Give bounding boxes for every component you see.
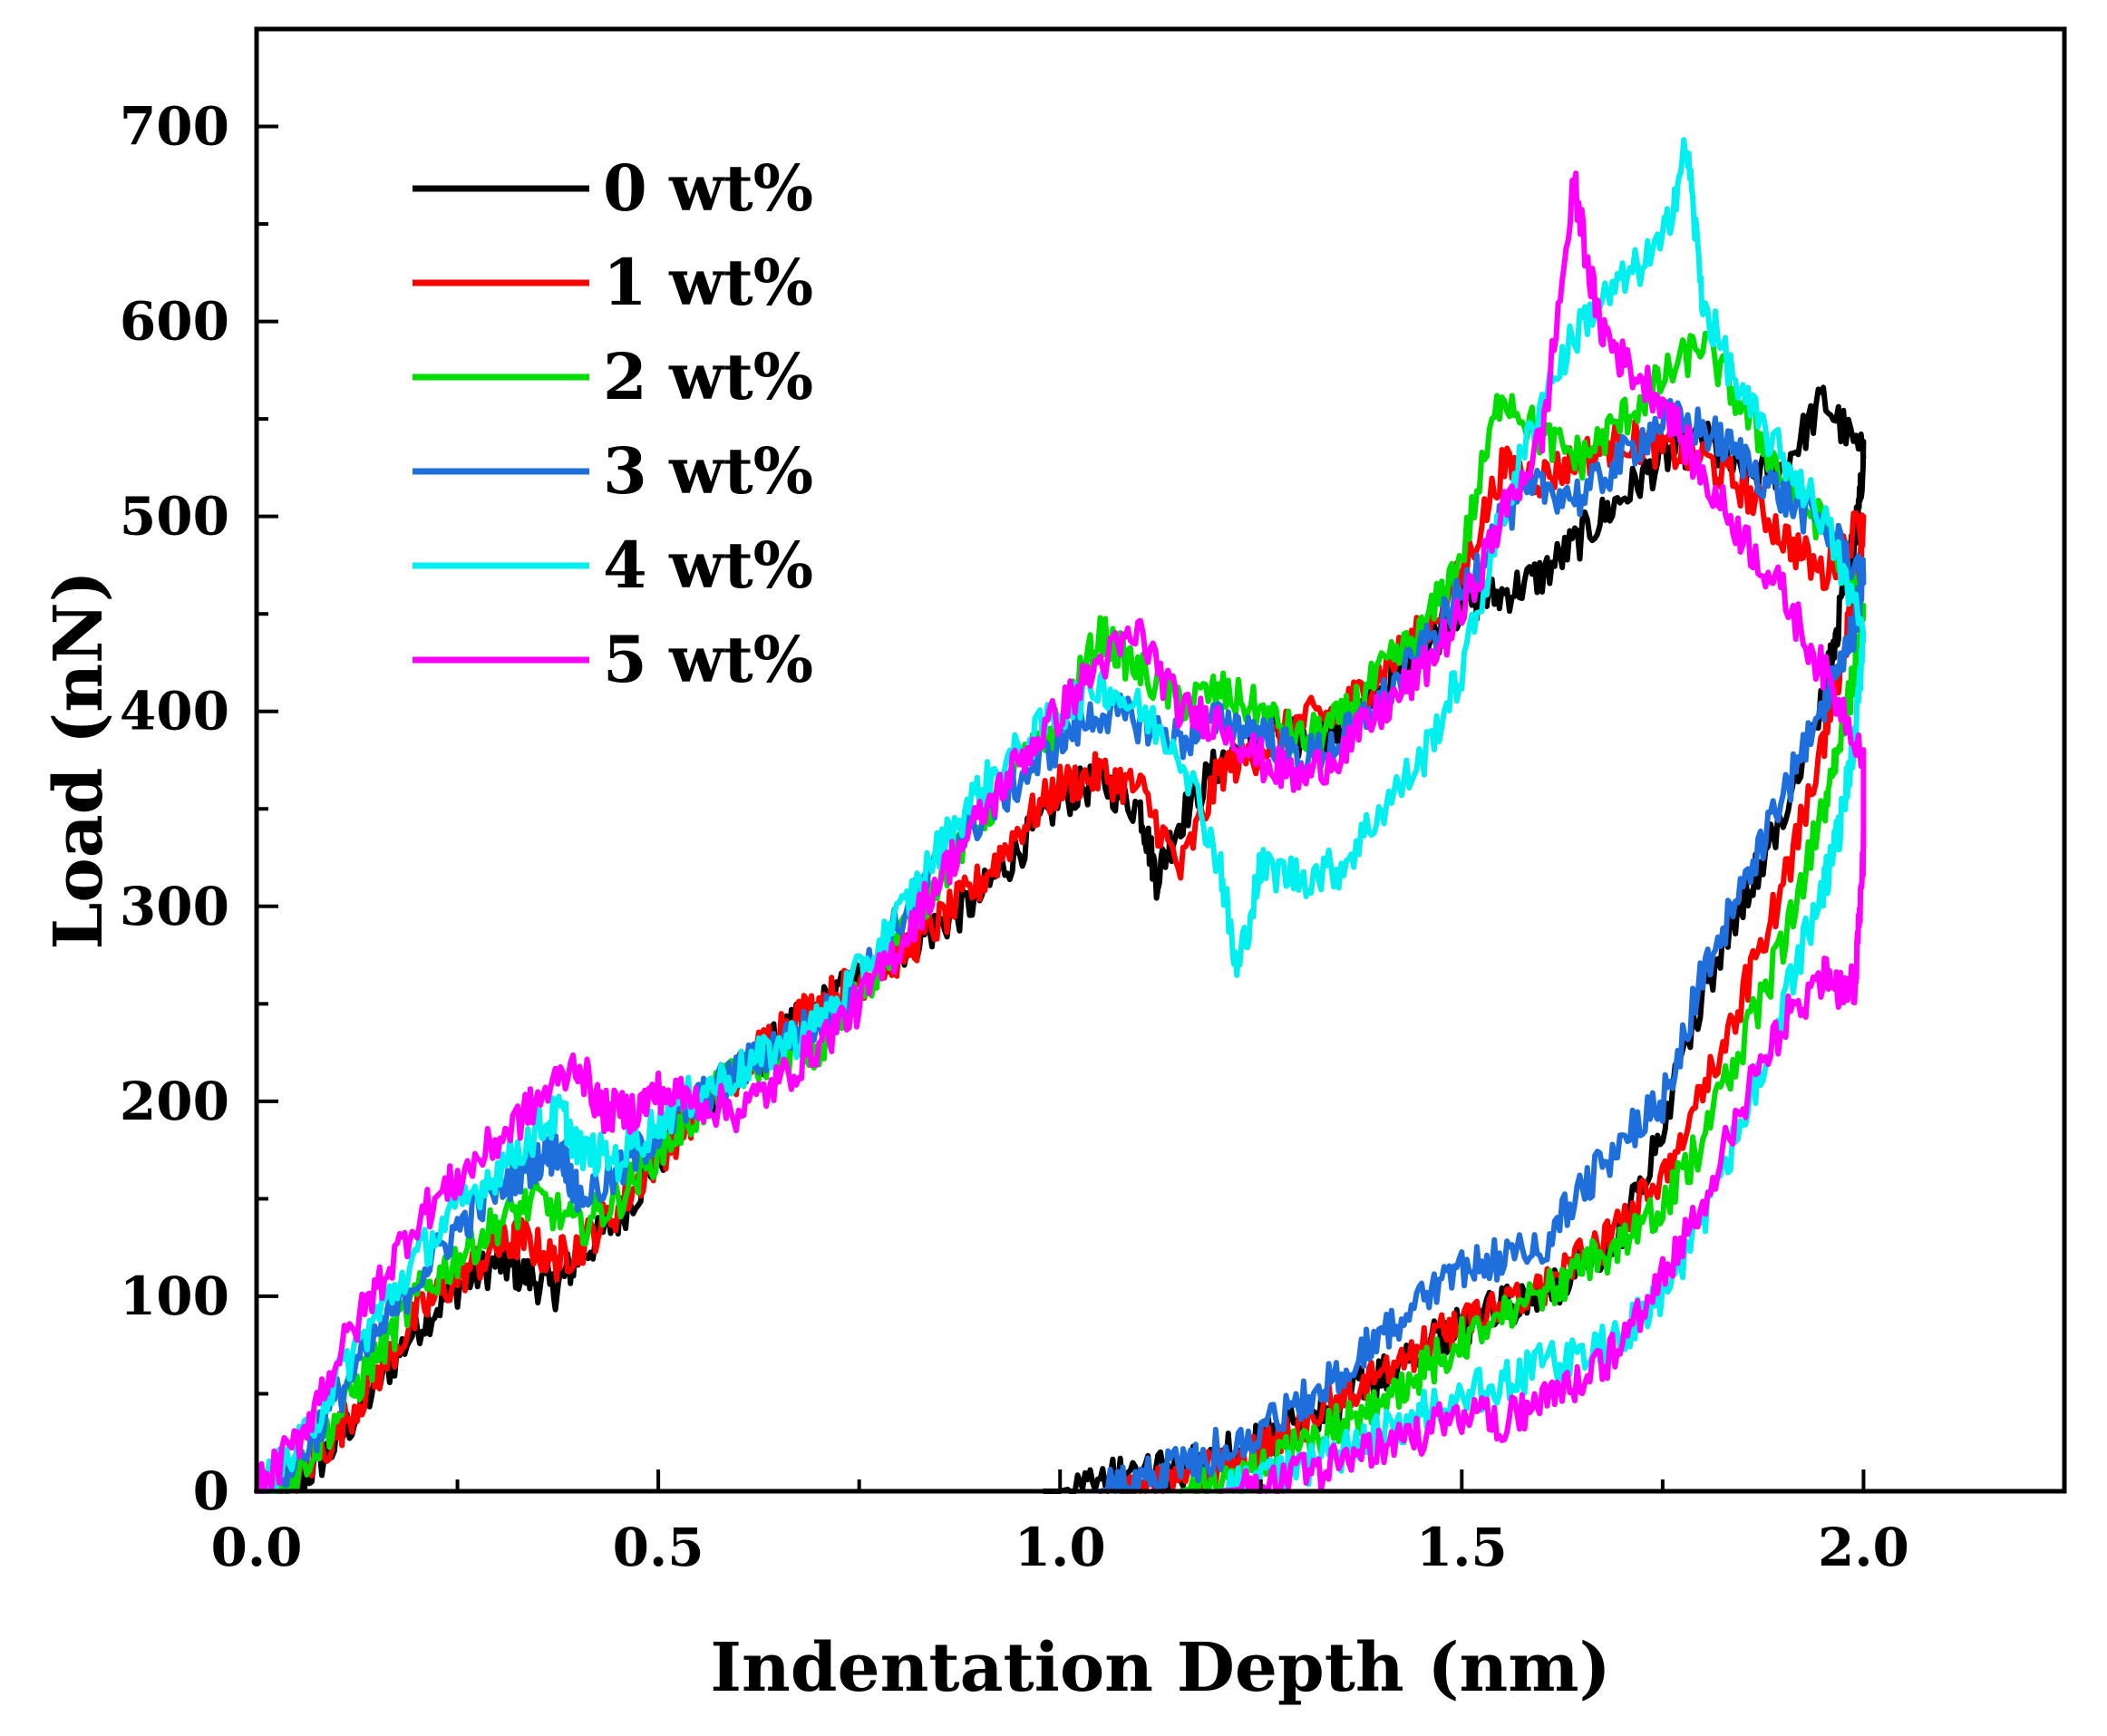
- legend-item-4-wt: 4 wt%: [413, 528, 813, 603]
- legend-label: 5 wt%: [603, 622, 813, 697]
- series-2-wt-loading-line: [254, 330, 1867, 1494]
- series-2-wt: [254, 330, 1867, 1494]
- y-tick-label: 300: [120, 876, 229, 937]
- series-1-wt-loading-line: [254, 418, 1867, 1494]
- legend-item-0-wt: 0 wt%: [413, 150, 813, 226]
- legend: 0 wt% 1 wt% 2 wt% 3 wt% 4 wt% 5 wt%: [413, 150, 813, 697]
- legend-label: 3 wt%: [603, 433, 813, 509]
- y-tick-label: 100: [120, 1266, 229, 1327]
- series-5-wt-loading-line: [254, 170, 1867, 1494]
- legend-item-5-wt: 5 wt%: [413, 622, 813, 697]
- series-4-wt-unloading-line: [1218, 631, 1867, 1494]
- legend-label: 4 wt%: [603, 528, 813, 603]
- x-tick-label: 0.0: [211, 1517, 303, 1578]
- y-tick-label: 400: [120, 681, 229, 742]
- axis-ticks: 0.0 0.5 1.0 1.5 2.0 0 100 200 300 400 500 600 700: [120, 96, 1909, 1578]
- series-4-wt-loading-line: [254, 137, 1867, 1494]
- y-tick-label: 200: [120, 1071, 229, 1132]
- plot-lines: [254, 137, 1867, 1494]
- y-tick-label: 500: [120, 486, 229, 548]
- series-5-wt-unloading-line: [1218, 747, 1867, 1494]
- series-4-wt: [254, 137, 1867, 1494]
- x-axis-title: Indentation Depth (nm): [710, 1629, 1610, 1707]
- y-tick-label: 0: [193, 1460, 229, 1522]
- legend-label: 1 wt%: [603, 245, 813, 320]
- y-tick-label: 600: [120, 291, 229, 353]
- x-tick-label: 2.0: [1818, 1517, 1909, 1578]
- legend-item-1-wt: 1 wt%: [413, 245, 813, 320]
- plot-frame: [254, 26, 2067, 1494]
- x-tick-label: 1.0: [1015, 1517, 1106, 1578]
- y-tick-label: 700: [120, 96, 229, 158]
- series-2-wt-unloading-line: [1178, 602, 1867, 1494]
- x-tick-label: 0.5: [613, 1517, 704, 1578]
- legend-item-2-wt: 2 wt%: [413, 339, 813, 414]
- series-3-wt-unloading-line: [1097, 557, 1867, 1494]
- legend-label: 2 wt%: [603, 339, 813, 414]
- series-5-wt: [254, 170, 1867, 1494]
- legend-item-3-wt: 3 wt%: [413, 433, 813, 509]
- x-tick-label: 1.5: [1416, 1517, 1508, 1578]
- y-axis-title: Load (nN): [40, 570, 118, 949]
- legend-label: 0 wt%: [603, 150, 813, 226]
- series-1-wt-unloading-line: [1097, 512, 1867, 1494]
